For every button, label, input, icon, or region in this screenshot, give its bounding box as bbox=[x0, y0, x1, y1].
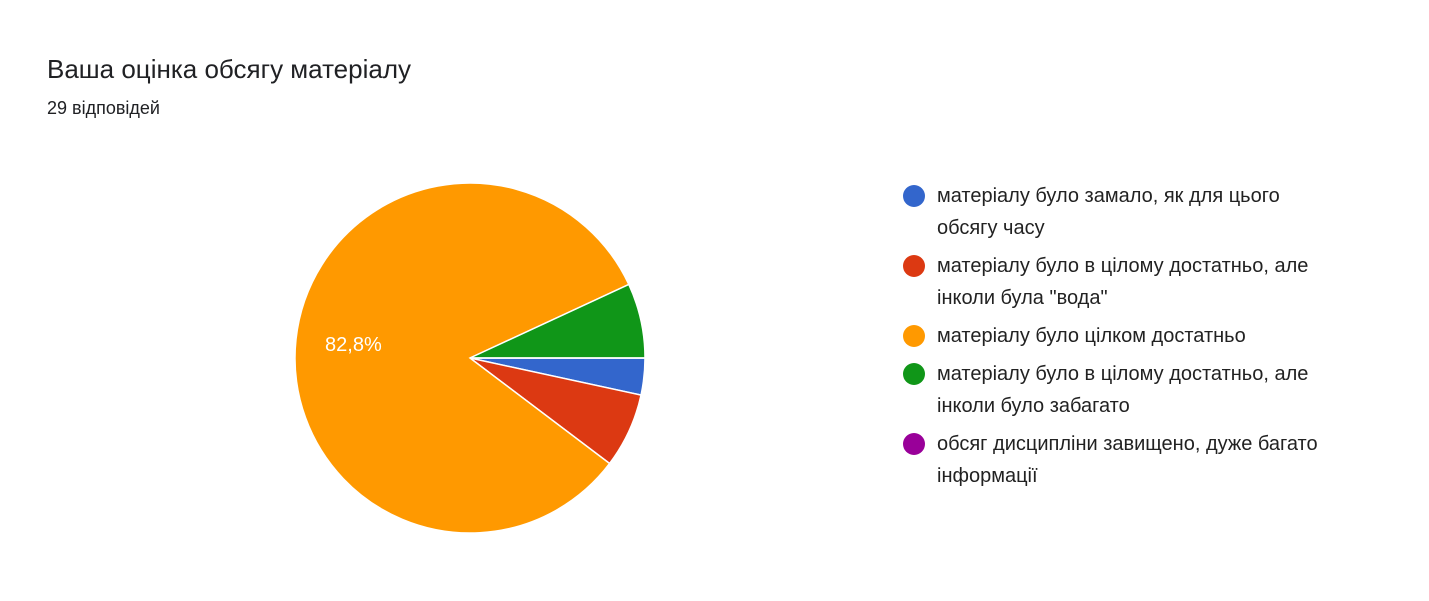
chart-title: Ваша оцінка обсягу матеріалу bbox=[47, 54, 412, 84]
legend-swatch bbox=[903, 325, 925, 347]
legend-item: обсяг дисципліни завищено, дуже багато і… bbox=[903, 428, 1343, 492]
legend-item: матеріалу було в цілому достатньо, але і… bbox=[903, 250, 1343, 314]
legend-item: матеріалу було замало, як для цього обся… bbox=[903, 180, 1343, 244]
legend-label: обсяг дисципліни завищено, дуже багато і… bbox=[937, 433, 1318, 487]
legend-label: матеріалу було в цілому достатньо, але і… bbox=[937, 255, 1309, 309]
chart-subtitle: 29 відповідей bbox=[47, 98, 160, 118]
legend-item: матеріалу було в цілому достатньо, але і… bbox=[903, 358, 1343, 422]
legend: матеріалу було замало, як для цього обся… bbox=[903, 180, 1343, 498]
legend-swatch bbox=[903, 255, 925, 277]
legend-swatch bbox=[903, 363, 925, 385]
legend-swatch bbox=[903, 433, 925, 455]
legend-swatch bbox=[903, 185, 925, 207]
legend-label: матеріалу було цілком достатньо bbox=[937, 325, 1246, 347]
legend-item: матеріалу було цілком достатньо bbox=[903, 320, 1343, 352]
legend-label: матеріалу було замало, як для цього обся… bbox=[937, 185, 1280, 239]
legend-label: матеріалу було в цілому достатньо, але і… bbox=[937, 363, 1309, 417]
slice-label: 82,8% bbox=[325, 334, 382, 356]
pie-slice bbox=[294, 182, 630, 534]
